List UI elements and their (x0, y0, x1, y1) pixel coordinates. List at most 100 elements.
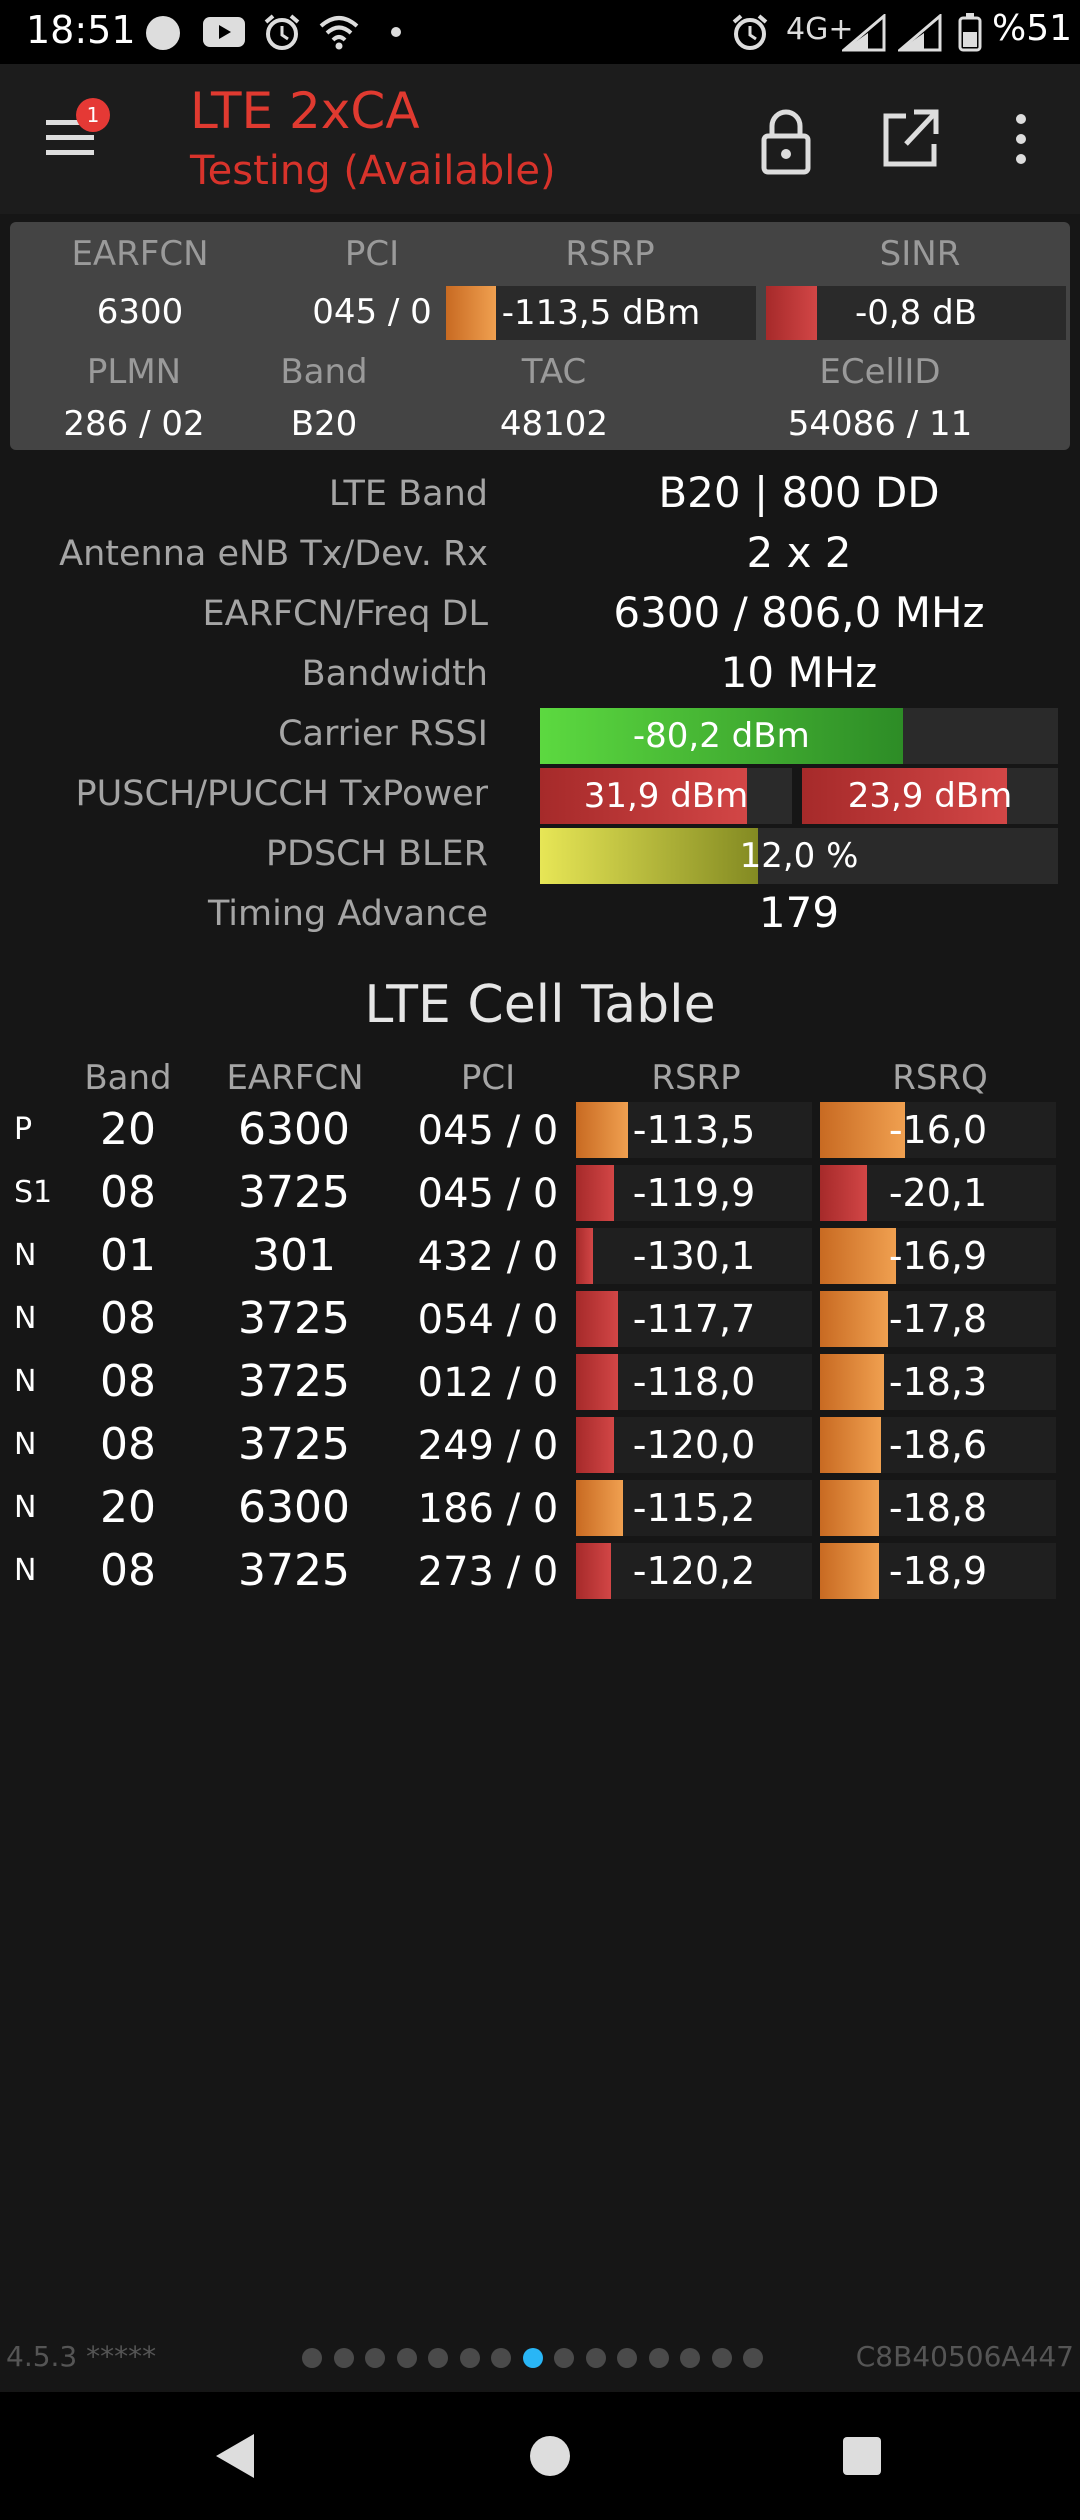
rsrp-label: RSRP (565, 234, 655, 274)
cell-rsrp-bar: -118,0 (576, 1354, 812, 1410)
cell-rsrp-fill (576, 1480, 624, 1536)
earfcn-freq-label: EARFCN/Freq DL (202, 594, 488, 634)
band-value: B20 (290, 404, 358, 444)
carrier-rssi-label: Carrier RSSI (278, 714, 488, 754)
lock-button[interactable] (754, 104, 818, 178)
cell-band: 08 (100, 1545, 156, 1596)
page-dot[interactable] (459, 2348, 480, 2368)
home-button[interactable] (520, 2426, 580, 2486)
cell-rsrp-value: -130,1 (632, 1234, 756, 1278)
tac-label: TAC (521, 352, 587, 392)
page-dot[interactable] (522, 2348, 543, 2368)
bler-value: 12,0 % (739, 836, 859, 876)
cell-rsrq-value: -18,8 (888, 1486, 988, 1530)
cell-rsrq-value: -16,0 (888, 1108, 988, 1152)
alarm-icon-right (732, 14, 768, 50)
col-earfcn-header: EARFCN (226, 1058, 364, 1098)
page-dot[interactable] (333, 2348, 354, 2368)
table-row[interactable]: N 20 6300 186 / 0 -115,2 -18,8 (0, 1478, 1080, 1540)
bler-label: PDSCH BLER (265, 834, 488, 874)
page-dot[interactable] (302, 2348, 322, 2368)
cell-rsrp-bar: -130,1 (576, 1228, 812, 1284)
cell-band: 20 (100, 1104, 156, 1155)
pusch-bar: 31,9 dBm (540, 768, 792, 824)
cell-rsrq-fill (820, 1543, 879, 1599)
cell-type: N (14, 1553, 37, 1588)
cell-type: N (14, 1238, 37, 1273)
rsrp-bar: -113,5 dBm (446, 286, 756, 340)
device-id: C8B40506A447 (855, 2340, 1074, 2373)
lock-icon (761, 109, 811, 175)
recents-nav-icon (843, 2437, 881, 2475)
rsrp-bar-fill (446, 286, 496, 340)
cell-type: N (14, 1364, 37, 1399)
lte-band-label: LTE Band (328, 474, 488, 514)
page-dot[interactable] (554, 2348, 574, 2368)
plmn-label: PLMN (86, 352, 182, 392)
page-dot[interactable] (711, 2348, 732, 2368)
cell-pci: 045 / 0 (417, 1108, 559, 1154)
serving-cell-summary: EARFCN PCI RSRP SINR 6300 045 / 0 -113,5… (10, 222, 1070, 450)
bler-fill (540, 828, 758, 884)
table-row[interactable]: N 01 301 432 / 0 -130,1 -16,9 (0, 1226, 1080, 1288)
table-row[interactable]: N 08 3725 012 / 0 -118,0 -18,3 (0, 1352, 1080, 1414)
rsrp-value: -113,5 dBm (501, 293, 701, 333)
txpower-label: PUSCH/PUCCH TxPower (75, 774, 488, 814)
earfcn-label: EARFCN (71, 234, 209, 274)
table-row[interactable]: N 08 3725 054 / 0 -117,7 -17,8 (0, 1289, 1080, 1351)
signal-icon-2 (898, 14, 942, 52)
hamburger-menu-icon (46, 120, 94, 155)
cell-band: 01 (100, 1230, 156, 1281)
page-dot[interactable] (365, 2348, 385, 2368)
lte-band-value: B20 | 800 DD (658, 468, 940, 517)
antenna-label: Antenna eNB Tx/Dev. Rx (59, 534, 488, 574)
page-dot[interactable] (648, 2348, 669, 2368)
table-row[interactable]: P 20 6300 045 / 0 -113,5 -16,0 (0, 1100, 1080, 1162)
share-button[interactable] (878, 104, 942, 174)
cell-rsrp-bar: -113,5 (576, 1102, 812, 1158)
carrier-rssi-value: -80,2 dBm (632, 716, 810, 756)
cell-rsrq-fill (820, 1354, 884, 1410)
page-dot[interactable] (491, 2348, 511, 2368)
cell-earfcn: 3725 (238, 1356, 350, 1407)
cell-rsrp-bar: -117,7 (576, 1291, 812, 1347)
table-row[interactable]: N 08 3725 273 / 0 -120,2 -18,9 (0, 1541, 1080, 1603)
cell-rsrp-bar: -119,9 (576, 1165, 812, 1221)
pucch-value: 23,9 dBm (847, 776, 1013, 816)
back-button[interactable] (206, 2426, 266, 2486)
cell-type: S1 (14, 1175, 53, 1210)
home-nav-icon (530, 2436, 570, 2476)
cell-band: 08 (100, 1419, 156, 1470)
cell-rsrp-fill (576, 1417, 614, 1473)
cell-pci: 054 / 0 (417, 1297, 559, 1343)
menu-button[interactable]: 1 (40, 98, 110, 176)
page-dot[interactable] (617, 2348, 637, 2368)
cell-rsrp-fill (576, 1291, 619, 1347)
overflow-menu-button[interactable] (1006, 104, 1036, 174)
col-rsrp-header: RSRP (651, 1058, 741, 1098)
dot-icon (391, 27, 401, 37)
sinr-label: SINR (879, 234, 961, 274)
page-dot[interactable] (396, 2348, 417, 2368)
cell-rsrq-bar: -16,9 (820, 1228, 1056, 1284)
sinr-bar-fill (766, 286, 817, 340)
cell-rsrp-fill (576, 1543, 612, 1599)
cell-type: P (14, 1112, 33, 1147)
recents-button[interactable] (832, 2426, 892, 2486)
cell-pci: 045 / 0 (417, 1171, 559, 1217)
cell-rsrp-fill (576, 1102, 628, 1158)
page-dot[interactable] (680, 2348, 700, 2368)
page-dot[interactable] (428, 2348, 448, 2368)
page-dot[interactable] (743, 2348, 763, 2368)
cell-pci: 249 / 0 (417, 1423, 559, 1469)
page-dot[interactable] (585, 2348, 606, 2368)
table-row[interactable]: N 08 3725 249 / 0 -120,0 -18,6 (0, 1415, 1080, 1477)
status-time: 18:51 (26, 8, 136, 52)
page-title: LTE 2xCA (190, 82, 420, 140)
cell-rsrq-fill (820, 1228, 896, 1284)
cell-rsrq-value: -20,1 (888, 1171, 988, 1215)
table-row[interactable]: S1 08 3725 045 / 0 -119,9 -20,1 (0, 1163, 1080, 1225)
cell-pci: 273 / 0 (417, 1549, 559, 1595)
bler-bar: 12,0 % (540, 828, 1058, 884)
cell-rsrp-value: -117,7 (632, 1297, 756, 1341)
